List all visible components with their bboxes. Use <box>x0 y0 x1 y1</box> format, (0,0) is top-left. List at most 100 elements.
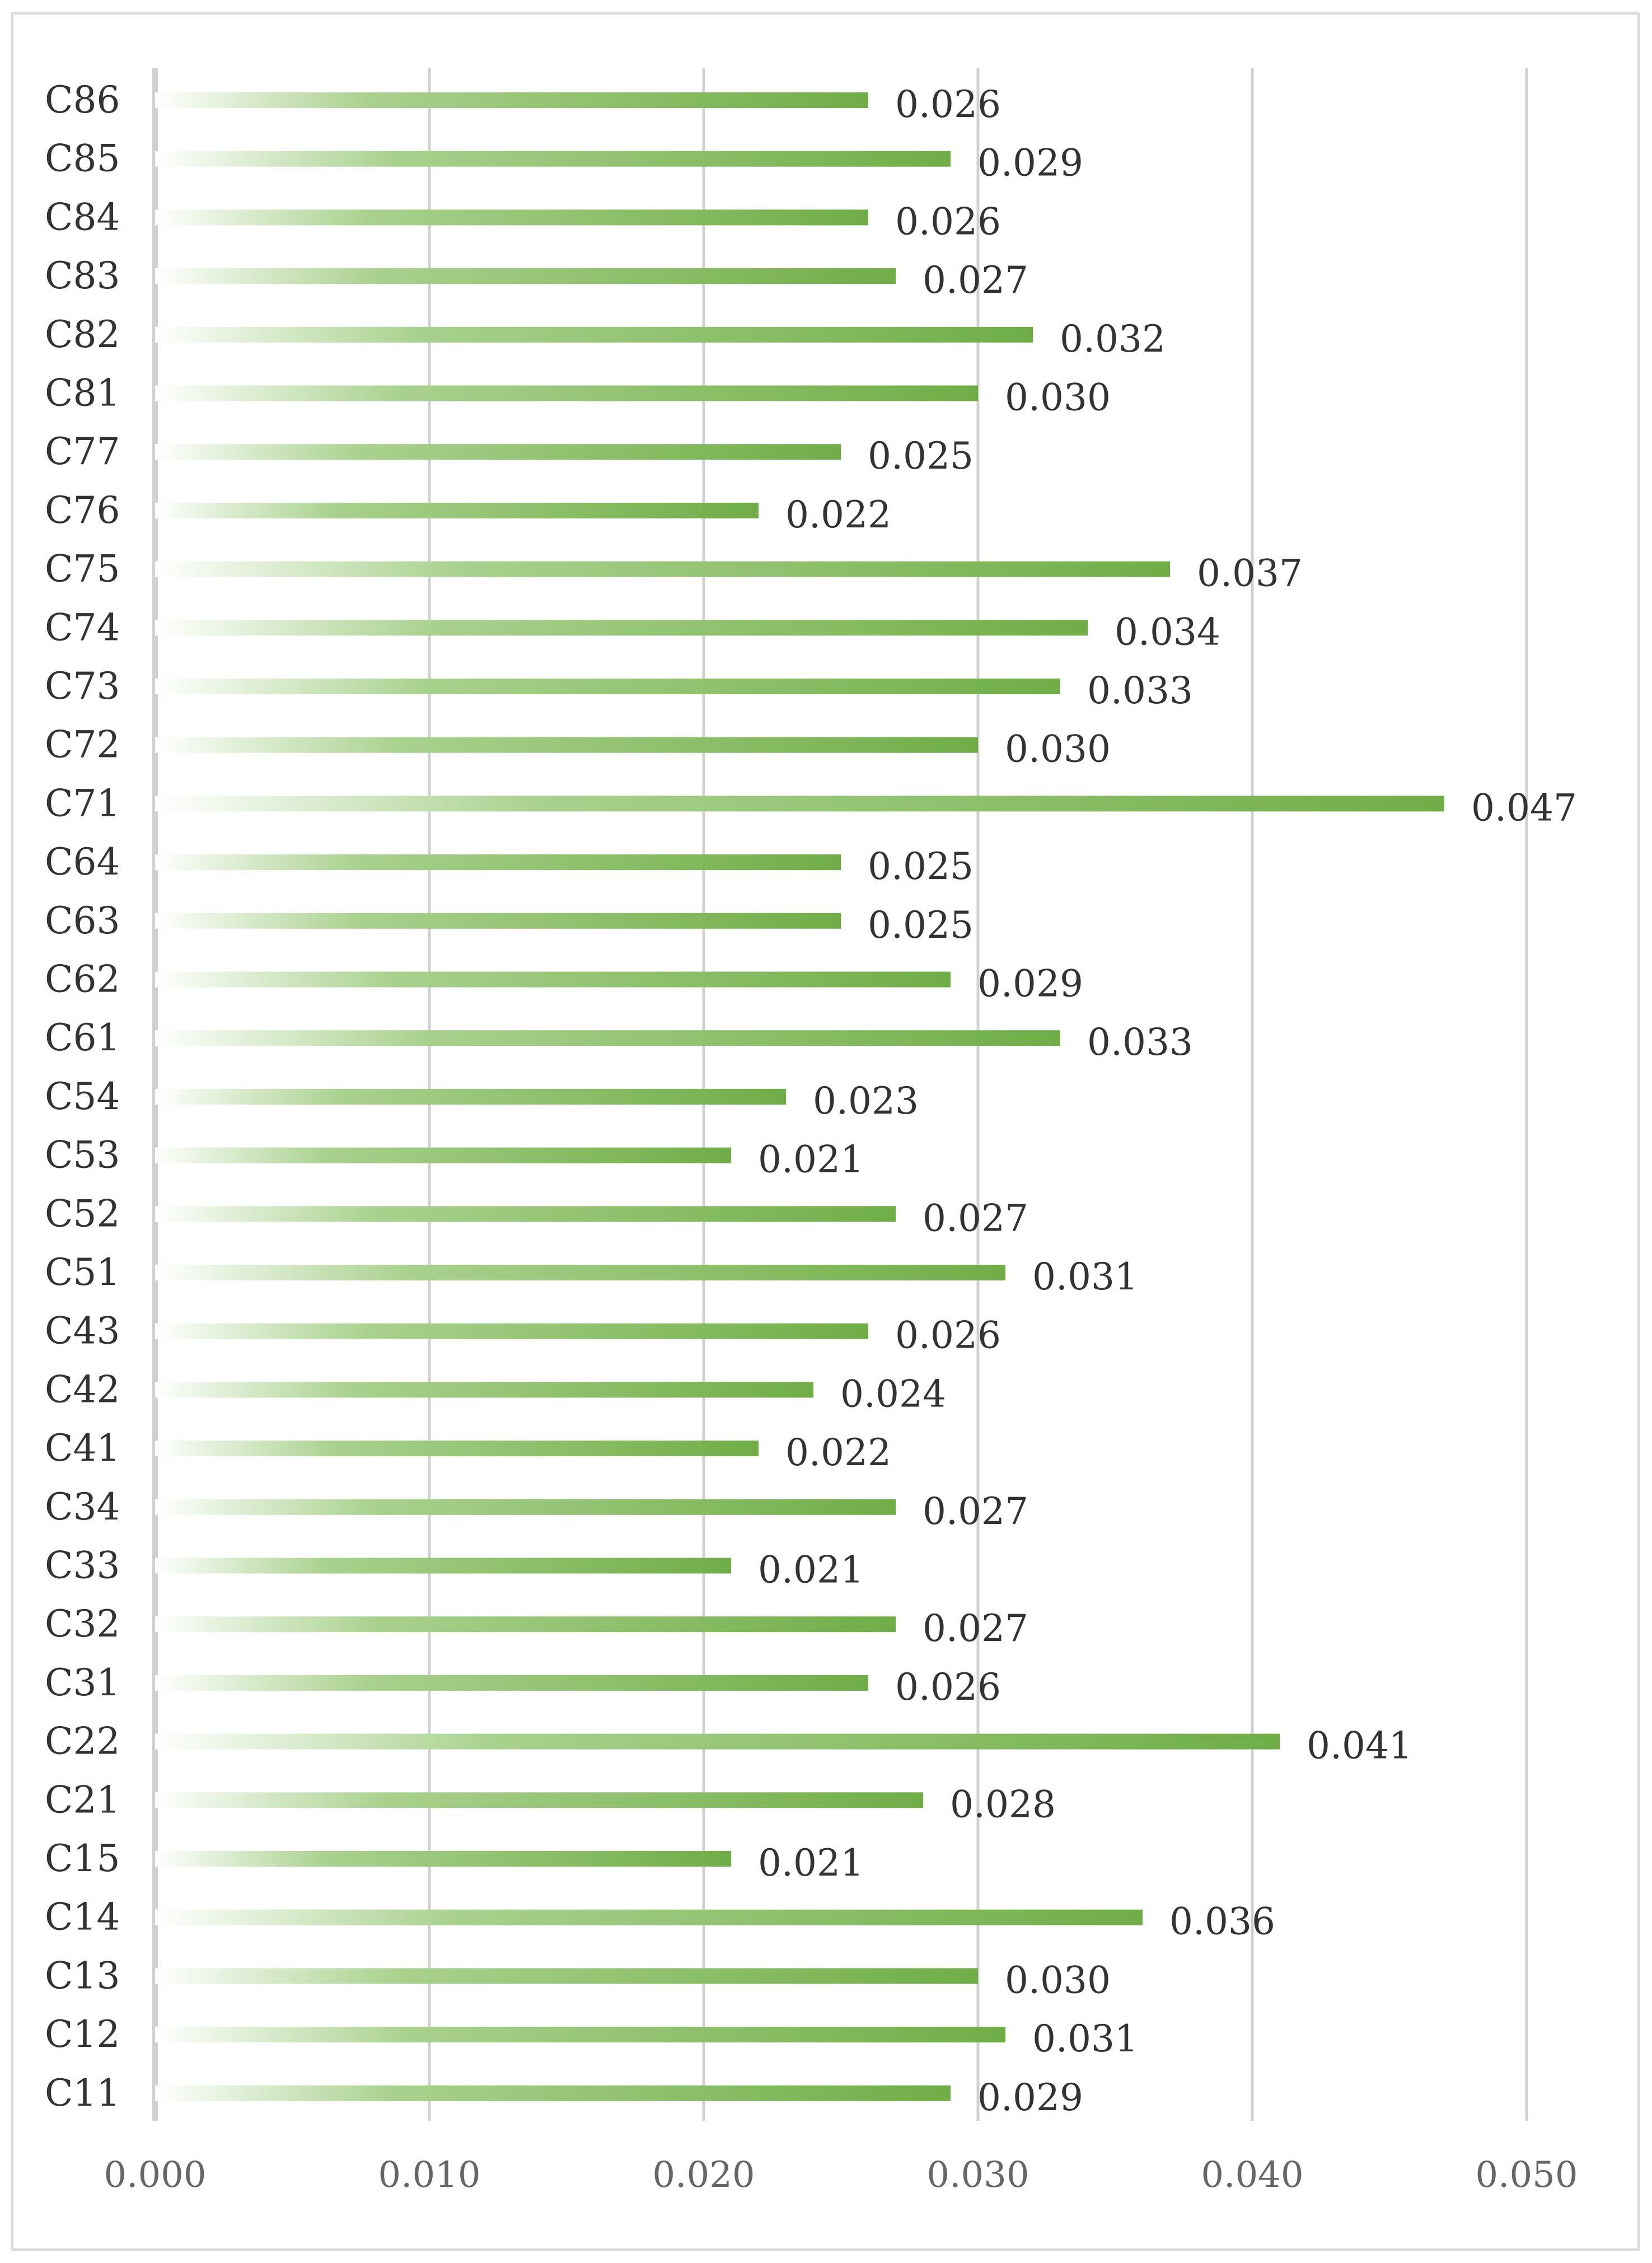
category-label: C82 <box>45 313 120 356</box>
bar-C31 <box>155 1675 868 1691</box>
chart-frame: C86 0.026 C85 0.029 C84 0.026 C83 0.027 C82 0.032… <box>11 12 1640 2251</box>
category-label: C11 <box>45 2072 120 2115</box>
bar-C61 <box>155 1030 1060 1046</box>
bars <box>155 92 1444 2101</box>
category-label: C63 <box>45 899 120 942</box>
value-label: 0.031 <box>1032 1255 1138 1298</box>
value-label: 0.030 <box>1005 1958 1111 2002</box>
value-label: 0.021 <box>758 1549 864 1592</box>
category-label: C15 <box>45 1837 120 1880</box>
category-label: C13 <box>45 1954 120 1997</box>
value-label: 0.025 <box>868 845 974 888</box>
value-label: 0.028 <box>950 1783 1056 1826</box>
x-tick-label: 0.050 <box>1475 2154 1578 2196</box>
value-label: 0.031 <box>1032 2017 1138 2060</box>
value-label: 0.037 <box>1197 552 1303 595</box>
bar-C42 <box>155 1382 813 1398</box>
category-label: C54 <box>45 1075 120 1118</box>
bar-C74 <box>155 620 1088 636</box>
value-label: 0.022 <box>785 1431 891 1474</box>
bar-C43 <box>155 1323 868 1339</box>
value-label: 0.021 <box>758 1138 864 1181</box>
category-label: C32 <box>45 1602 120 1645</box>
bar-C75 <box>155 561 1170 577</box>
category-label: C62 <box>45 958 120 1001</box>
bar-C41 <box>155 1441 759 1457</box>
bar-C85 <box>155 151 951 167</box>
value-label: 0.021 <box>758 1841 864 1885</box>
bar-C72 <box>155 737 978 753</box>
category-label: C53 <box>45 1134 120 1177</box>
category-label: C41 <box>45 1427 120 1470</box>
category-label: C75 <box>45 548 120 591</box>
category-label: C64 <box>45 840 120 883</box>
bar-chart: C86 0.026 C85 0.029 C84 0.026 C83 0.027 C82 0.032… <box>45 68 1578 2196</box>
x-tick-label: 0.030 <box>926 2154 1029 2196</box>
value-label: 0.032 <box>1060 317 1166 361</box>
bar-C82 <box>155 326 1033 343</box>
bar-C12 <box>155 2027 1005 2043</box>
category-label: C34 <box>45 1485 120 1528</box>
bar-C15 <box>155 1851 731 1867</box>
category-label: C81 <box>45 372 120 415</box>
x-tick-label: 0.000 <box>104 2154 206 2196</box>
value-label: 0.022 <box>785 493 891 536</box>
category-label: C74 <box>45 606 120 649</box>
bar-C86 <box>155 92 868 108</box>
bar-C11 <box>155 2085 951 2101</box>
bar-C14 <box>155 1909 1143 1925</box>
bar-C51 <box>155 1265 1005 1280</box>
category-label: C33 <box>45 1544 120 1587</box>
bar-C73 <box>155 679 1060 694</box>
bar-C21 <box>155 1792 923 1808</box>
category-label: C86 <box>45 78 120 121</box>
category-label: C51 <box>45 1251 120 1294</box>
category-label: C85 <box>45 137 120 180</box>
bar-C77 <box>155 444 841 460</box>
bar-C33 <box>155 1558 731 1574</box>
bar-C71 <box>155 796 1444 812</box>
value-label: 0.027 <box>923 1607 1028 1650</box>
x-tick-label: 0.010 <box>378 2154 480 2196</box>
bar-C32 <box>155 1616 896 1633</box>
category-label: C42 <box>45 1368 120 1411</box>
category-label: C21 <box>45 1778 120 1821</box>
bar-C52 <box>155 1206 896 1222</box>
value-label: 0.047 <box>1471 786 1577 829</box>
value-label: 0.027 <box>923 259 1028 302</box>
category-label: C12 <box>45 2013 120 2056</box>
bar-C83 <box>155 268 896 284</box>
value-label: 0.026 <box>895 83 1001 126</box>
value-label: 0.023 <box>813 1079 919 1123</box>
bar-C63 <box>155 913 841 929</box>
value-label: 0.030 <box>1005 728 1111 771</box>
value-label: 0.034 <box>1115 610 1220 653</box>
bar-C34 <box>155 1499 896 1515</box>
value-label: 0.026 <box>895 200 1001 243</box>
category-label: C52 <box>45 1192 120 1235</box>
value-label: 0.036 <box>1169 1900 1275 1943</box>
category-label: C83 <box>45 254 120 297</box>
labels: C86 0.026 C85 0.029 C84 0.026 C83 0.027 C82 0.032… <box>45 78 1577 2119</box>
value-label: 0.025 <box>868 434 974 478</box>
bar-C81 <box>155 385 978 401</box>
value-label: 0.027 <box>923 1196 1028 1240</box>
bar-C22 <box>155 1733 1280 1750</box>
bar-C84 <box>155 209 868 226</box>
value-label: 0.033 <box>1087 669 1193 712</box>
value-label: 0.026 <box>895 1314 1001 1357</box>
category-label: C77 <box>45 430 120 473</box>
value-label: 0.024 <box>840 1372 946 1415</box>
value-label: 0.030 <box>1005 376 1111 419</box>
category-label: C61 <box>45 1016 120 1059</box>
category-label: C71 <box>45 782 120 825</box>
bar-C13 <box>155 1968 978 1984</box>
value-label: 0.033 <box>1087 1021 1193 1064</box>
bar-C54 <box>155 1088 786 1105</box>
category-label: C22 <box>45 1720 120 1763</box>
bar-C53 <box>155 1147 731 1163</box>
bar-C64 <box>155 854 841 871</box>
category-label: C72 <box>45 723 120 766</box>
category-label: C84 <box>45 195 120 239</box>
value-label: 0.026 <box>895 1666 1001 1709</box>
